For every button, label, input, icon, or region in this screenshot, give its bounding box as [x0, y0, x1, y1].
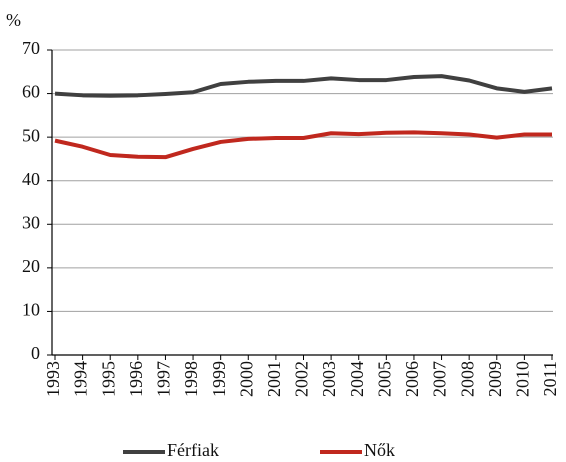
- x-tick-label: 2004: [347, 361, 367, 397]
- series-line: [54, 130, 552, 160]
- x-tick-label: 2008: [457, 361, 477, 397]
- x-tick-label: 1996: [126, 361, 146, 397]
- x-tick-label: 1995: [98, 361, 118, 397]
- legend-label: Nők: [364, 440, 395, 460]
- y-axis-label: %: [6, 10, 21, 30]
- x-tick-label: 2003: [319, 361, 339, 397]
- y-tick-label: 0: [31, 343, 40, 363]
- x-tick-label: 1999: [209, 361, 229, 397]
- x-tick-label: 2007: [430, 361, 450, 397]
- y-tick-label: 30: [22, 212, 40, 232]
- y-tick-label: 60: [22, 82, 40, 102]
- series-line: [54, 74, 553, 98]
- x-tick-label: 1997: [154, 361, 174, 397]
- x-tick-label: 1998: [181, 361, 201, 397]
- x-tick-label: 2011: [540, 361, 560, 396]
- y-tick-label: 10: [22, 300, 40, 320]
- y-tick-label: 20: [22, 256, 40, 276]
- x-tick-label: 2002: [292, 361, 312, 397]
- y-tick-label: 50: [22, 125, 40, 145]
- y-tick-label: 70: [22, 38, 40, 58]
- x-tick-label: 2006: [402, 361, 422, 397]
- x-tick-label: 1994: [71, 361, 91, 397]
- legend-label: Férfiak: [167, 440, 219, 460]
- x-tick-label: 2009: [485, 361, 505, 397]
- x-tick-label: 2001: [264, 361, 284, 397]
- x-tick-label: 1993: [43, 361, 63, 397]
- x-tick-label: 2005: [374, 361, 394, 397]
- x-tick-label: 2000: [236, 361, 256, 397]
- y-tick-label: 40: [22, 169, 40, 189]
- x-tick-label: 2010: [513, 361, 533, 397]
